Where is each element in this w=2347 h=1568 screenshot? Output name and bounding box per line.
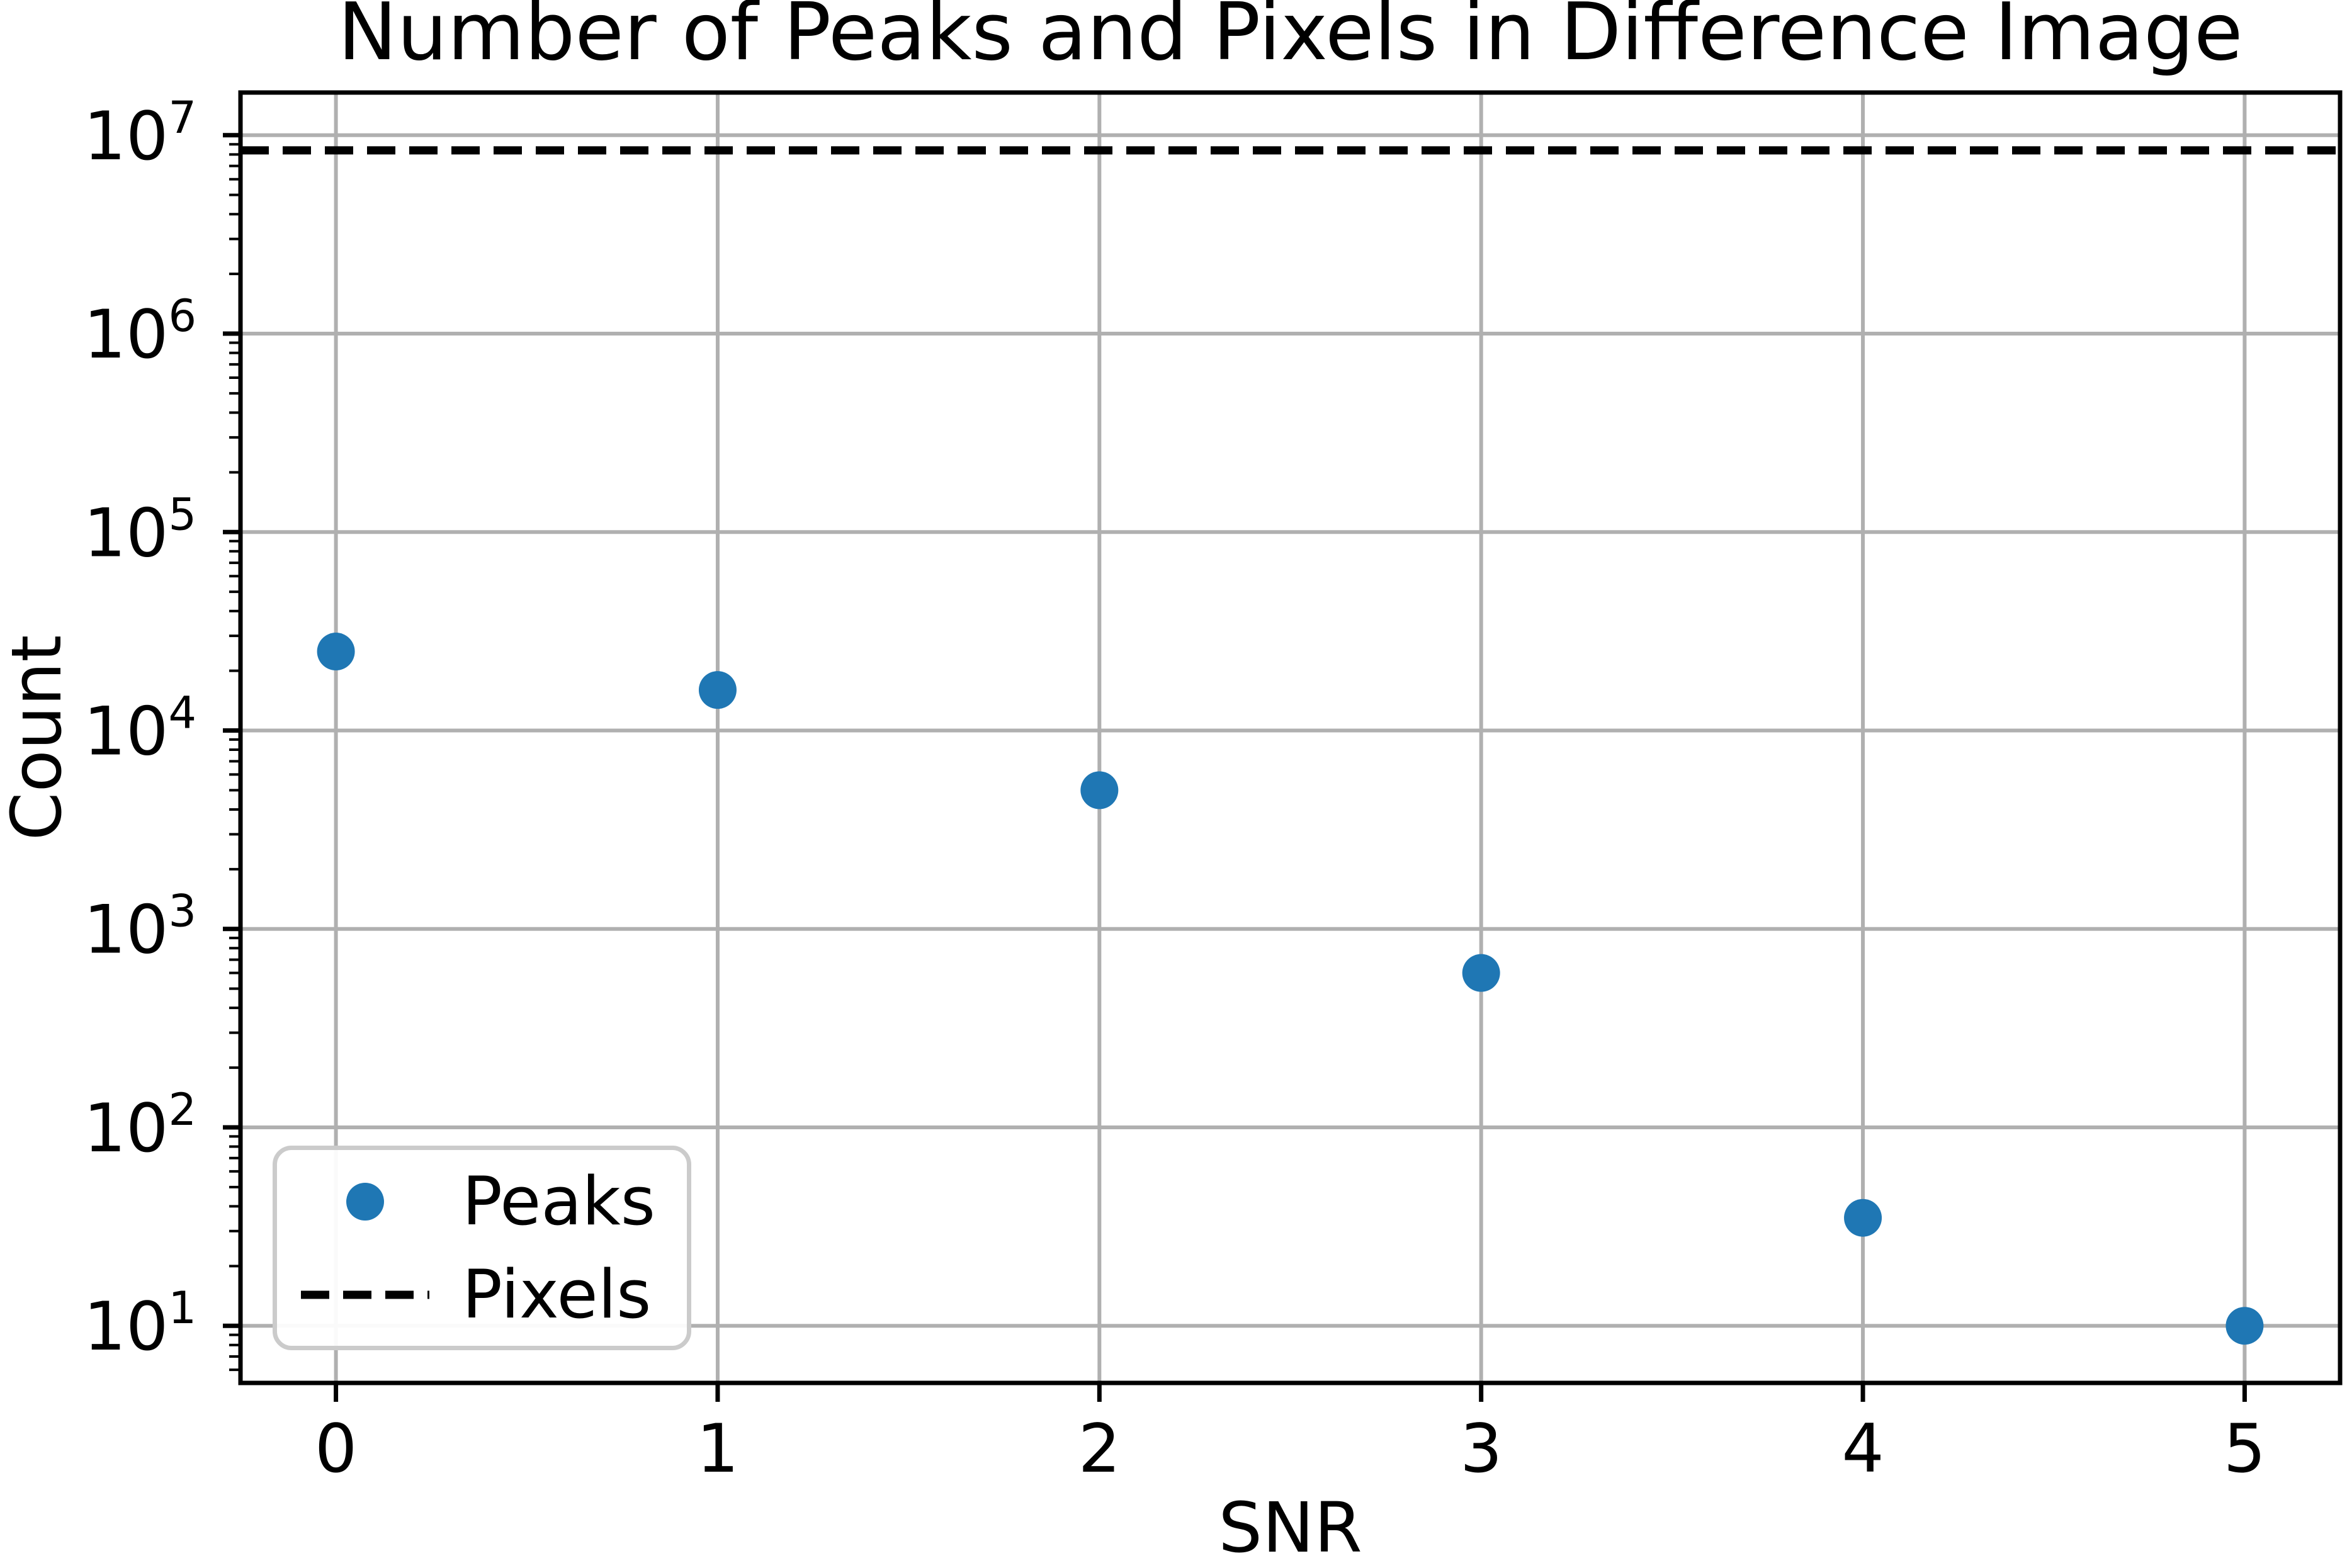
- x-tick-label: 4: [1841, 1410, 1884, 1487]
- chart-title: Number of Peaks and Pixels in Difference…: [337, 0, 2243, 78]
- x-tick-label: 2: [1078, 1410, 1121, 1487]
- y-tick-label: 101: [84, 1282, 196, 1365]
- peaks-marker-icon: [346, 1182, 384, 1221]
- data-point: [1844, 1199, 1882, 1237]
- data-point: [317, 633, 355, 671]
- y-tick-label: 104: [84, 687, 196, 770]
- legend: Peaks Pixels: [273, 1146, 691, 1350]
- legend-sample: [301, 1182, 429, 1221]
- x-tick-label: 1: [696, 1410, 738, 1487]
- axes-spines: [238, 90, 2343, 1385]
- x-tick-label: 5: [2224, 1410, 2266, 1487]
- legend-item-peaks: Peaks: [301, 1168, 687, 1235]
- y-tick-label: 105: [84, 488, 196, 572]
- legend-label: Pixels: [462, 1255, 652, 1333]
- data-point: [698, 671, 737, 709]
- legend-label: Peaks: [462, 1162, 655, 1240]
- x-tick-label: 3: [1460, 1410, 1502, 1487]
- y-tick-label: 103: [84, 886, 196, 969]
- data-point: [1080, 771, 1119, 809]
- legend-item-pixels: Pixels: [301, 1261, 687, 1328]
- data-point: [1462, 954, 1500, 992]
- legend-sample: [301, 1290, 429, 1300]
- data-point: [2225, 1307, 2264, 1345]
- y-axis-label: Count: [0, 635, 77, 841]
- x-tick-label: 0: [315, 1410, 357, 1487]
- dashed-line-icon: [301, 1290, 429, 1299]
- x-axis-label: SNR: [1218, 1487, 1362, 1568]
- y-tick-label: 102: [84, 1084, 196, 1167]
- y-tick-label: 106: [84, 290, 196, 373]
- y-tick-label: 107: [84, 92, 196, 175]
